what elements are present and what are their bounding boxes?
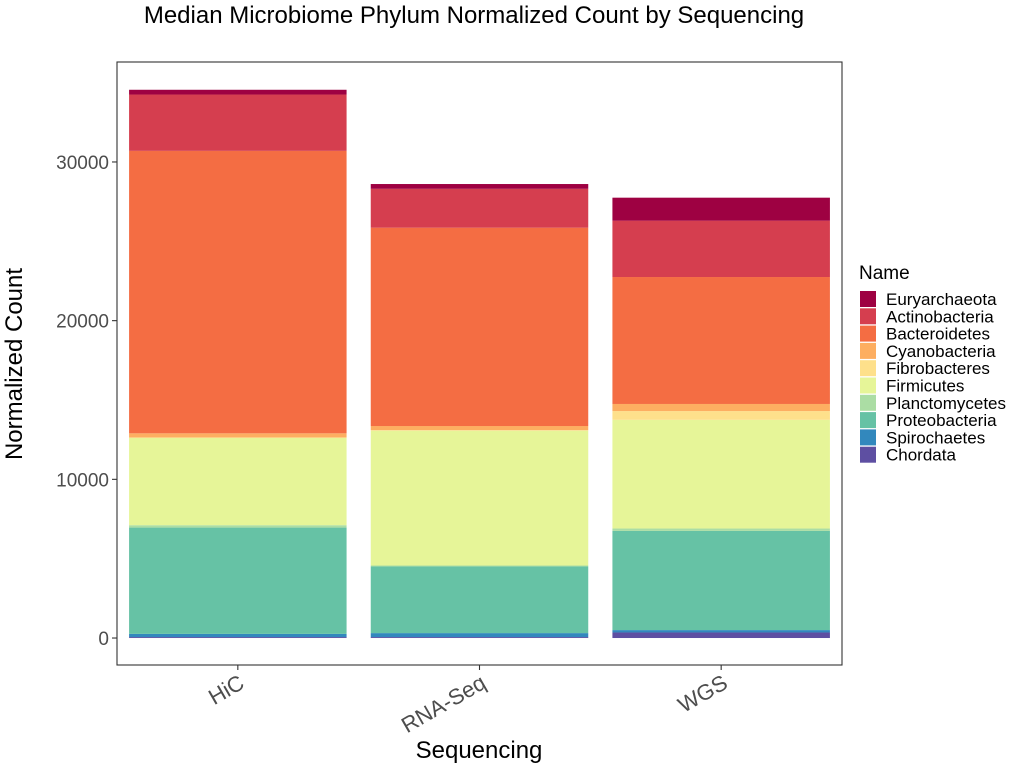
bar-segment-hic-cyanobacteria [129, 433, 347, 438]
bar-segment-rna-seq-proteobacteria [370, 566, 589, 634]
bar-segment-rna-seq-bacteroidetes [370, 227, 589, 427]
legend-swatch-chordata [860, 446, 876, 463]
legend-swatch-proteobacteria [860, 412, 876, 429]
y-axis: 0 10000 20000 30000 [56, 153, 117, 650]
bar-segment-rna-seq-firmicutes [370, 430, 589, 566]
bar-stack-rna-seq [370, 184, 589, 639]
bar-stack-hic [129, 89, 347, 639]
x-tick-label-wgs: WGS [674, 670, 732, 718]
bar-segment-hic-euryarchaeota [129, 89, 347, 95]
legend-swatch-fibrobacteres [860, 360, 876, 377]
bar-segment-hic-spirochaetes [129, 633, 347, 638]
bar-segment-wgs-cyanobacteria [612, 403, 830, 412]
bar-segment-wgs-actinobacteria [612, 220, 830, 278]
legend-label-chordata: Chordata [886, 446, 956, 465]
bar-segment-rna-seq-planctomycetes [370, 565, 589, 567]
y-tick-label: 10000 [56, 470, 109, 491]
bar-segment-hic-planctomycetes [129, 525, 347, 528]
bar-segment-wgs-proteobacteria [612, 530, 830, 631]
bar-segment-wgs-euryarchaeota [612, 197, 830, 221]
legend-label-actinobacteria: Actinobacteria [886, 307, 994, 326]
x-tick-label-rna-seq: RNA-Seq [397, 670, 490, 738]
bar-segment-rna-seq-euryarchaeota [370, 184, 589, 189]
legend-title: Name [859, 263, 910, 284]
x-tick-label-hic: HiC [204, 670, 248, 710]
bar-segment-rna-seq-spirochaetes [370, 633, 589, 638]
legend-swatch-actinobacteria [860, 308, 876, 325]
legend-label-fibrobacteres: Fibrobacteres [886, 359, 990, 378]
bar-segment-hic-bacteroidetes [129, 150, 347, 434]
y-axis-title: Normalized Count [1, 268, 28, 460]
legend-label-planctomycetes: Planctomycetes [886, 394, 1006, 413]
bar-segment-wgs-planctomycetes [612, 528, 830, 531]
legend-swatch-planctomycetes [860, 394, 876, 411]
legend-label-euryarchaeota: Euryarchaeota [886, 290, 997, 309]
y-tick-label: 30000 [56, 153, 109, 174]
bar-stack-wgs [612, 197, 830, 639]
legend-label-cyanobacteria: Cyanobacteria [886, 342, 996, 361]
legend-label-spirochaetes: Spirochaetes [886, 428, 985, 447]
bar-segment-wgs-spirochaetes [612, 630, 830, 633]
bar-segment-hic-firmicutes [129, 437, 347, 526]
bar-segment-rna-seq-chordata [370, 637, 589, 639]
x-axis-title: Sequencing [416, 737, 543, 764]
legend-label-proteobacteria: Proteobacteria [886, 411, 997, 430]
bar-segment-wgs-fibrobacteres [612, 411, 830, 420]
legend-label-bacteroidetes: Bacteroidetes [886, 325, 990, 344]
chart-title: Median Microbiome Phylum Normalized Coun… [144, 2, 804, 29]
legend-swatch-firmicutes [860, 377, 876, 394]
bar-segment-wgs-chordata [612, 632, 830, 639]
legend: Name EuryarchaeotaActinobacteriaBacteroi… [859, 263, 1006, 465]
legend-label-firmicutes: Firmicutes [886, 377, 964, 396]
bar-segment-rna-seq-actinobacteria [370, 188, 589, 228]
bar-segment-hic-actinobacteria [129, 94, 347, 151]
bar-segment-wgs-firmicutes [612, 419, 830, 529]
plot-area [129, 89, 830, 639]
legend-swatch-bacteroidetes [860, 325, 876, 342]
legend-swatch-euryarchaeota [860, 291, 876, 307]
y-tick-label: 0 [98, 629, 109, 650]
legend-swatch-spirochaetes [860, 429, 876, 446]
x-axis: HiC RNA-Seq WGS [204, 665, 732, 738]
y-tick-label: 20000 [56, 312, 109, 333]
bar-segment-rna-seq-cyanobacteria [370, 426, 589, 431]
bar-segment-hic-chordata [129, 637, 347, 639]
bar-segment-hic-proteobacteria [129, 527, 347, 634]
legend-swatch-cyanobacteria [860, 342, 876, 359]
bar-segment-wgs-bacteroidetes [612, 277, 830, 404]
